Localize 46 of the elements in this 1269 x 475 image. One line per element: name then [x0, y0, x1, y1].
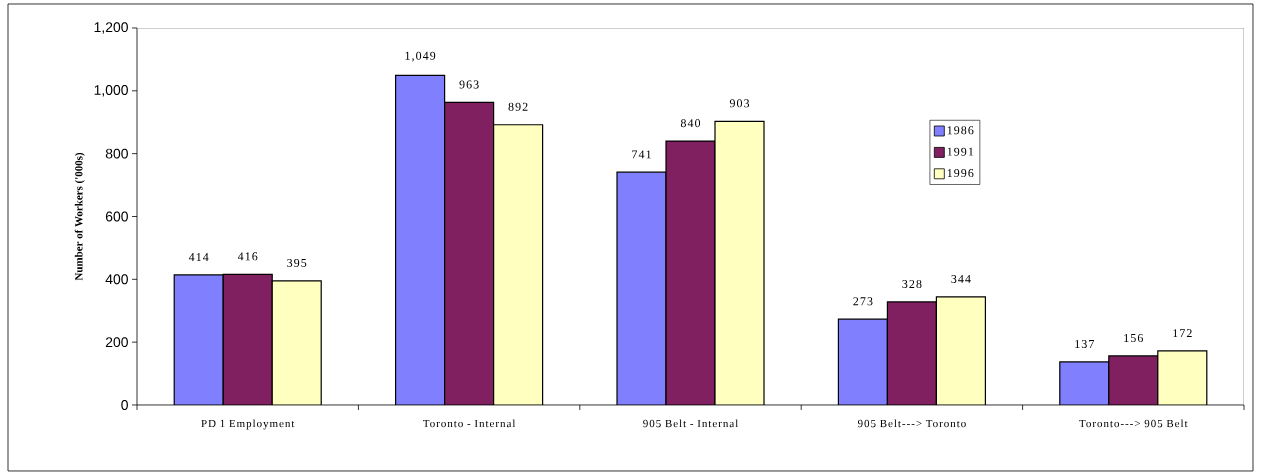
bar [493, 124, 543, 405]
data-label: 741 [632, 150, 651, 159]
data-label: 273 [853, 297, 873, 306]
bar [715, 121, 765, 405]
legend-label: 1991 [947, 147, 974, 156]
x-tick-label: PD 1 Employment [201, 419, 295, 430]
y-tick-label: 800 [105, 148, 128, 159]
data-label: 892 [508, 102, 528, 111]
y-tick-label: 1,200 [94, 22, 128, 34]
data-label: 414 [188, 253, 209, 261]
bar [444, 102, 494, 405]
data-label: 840 [680, 119, 701, 128]
data-label: 1,049 [405, 51, 436, 62]
bar [272, 280, 322, 405]
y-tick-label: 1,000 [94, 85, 128, 97]
data-label: 963 [459, 80, 479, 89]
bar [838, 319, 888, 405]
y-tick-label: 400 [105, 274, 128, 285]
bar [887, 301, 937, 405]
bar [395, 75, 445, 405]
data-label: 903 [729, 99, 750, 108]
legend-label: 1986 [947, 126, 974, 135]
data-label: 416 [237, 252, 258, 261]
bar [1059, 361, 1110, 405]
x-tick-label: Toronto - Internal [423, 419, 516, 428]
x-tick-label: Toronto---> 905 Belt [1079, 419, 1188, 428]
bar [1108, 355, 1159, 405]
y-axis-title: Number of Workers ('000s) [74, 152, 85, 281]
data-label: 395 [287, 258, 307, 267]
data-label: 156 [1124, 334, 1143, 343]
bar [666, 141, 716, 405]
y-tick-label: 200 [105, 337, 128, 348]
data-label: 344 [951, 274, 971, 283]
bar [936, 296, 986, 405]
legend-label: 1996 [947, 169, 974, 178]
bar [617, 172, 667, 405]
data-label: 328 [902, 279, 922, 289]
bar [174, 274, 224, 405]
y-tick-label: 0 [121, 400, 128, 410]
data-label: 137 [1075, 339, 1094, 349]
x-tick-label: 905 Belt - Internal [643, 419, 739, 428]
data-label: 172 [1173, 329, 1192, 338]
y-tick-label: 600 [105, 211, 128, 222]
x-tick-label: 905 Belt---> Toronto [857, 419, 966, 428]
bar [1157, 350, 1208, 405]
bar [223, 274, 273, 405]
